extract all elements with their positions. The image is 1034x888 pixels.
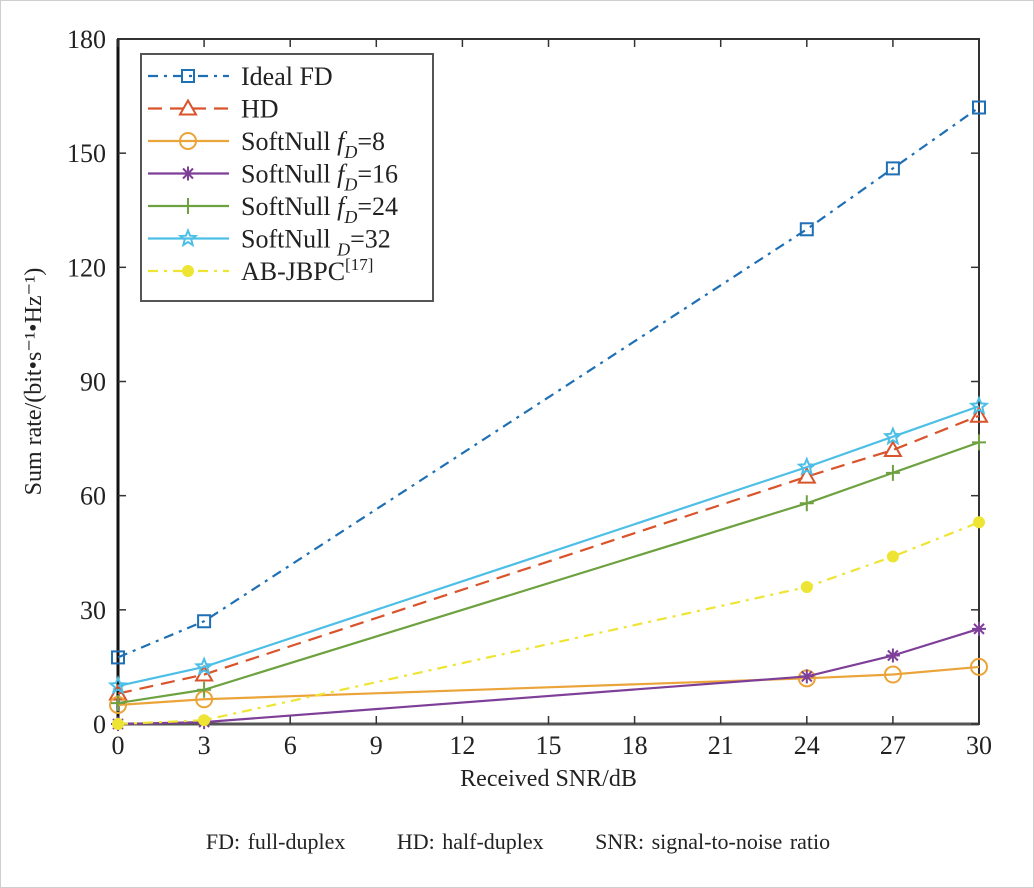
- caption-hd: HD: half-duplex: [396, 829, 544, 854]
- x-tick-label: 3: [198, 731, 211, 760]
- legend-label-base: AB-JBPC: [241, 257, 345, 286]
- line-chart: 0 3 6 9 12 15 18 21 24 27 30 0 30 60 90 120 150 180 Receiv…: [21, 25, 992, 792]
- square-marker: [885, 161, 900, 176]
- legend-label: HD: [241, 95, 279, 124]
- plus-marker: [181, 198, 195, 214]
- square-marker: [972, 100, 986, 115]
- legend-label: SoftNull fD=24: [241, 192, 398, 227]
- legend-label-f: f: [337, 127, 348, 156]
- x-tick-label: 9: [370, 731, 383, 760]
- triangle-marker: [178, 98, 198, 116]
- star-marker: [193, 656, 215, 676]
- legend-label-f: f: [337, 192, 348, 221]
- legend-label-base: Ideal FD: [241, 62, 333, 91]
- circle-marker: [970, 657, 988, 676]
- legend-label: SoftNull D=32: [241, 225, 391, 260]
- legend-label-sub: D: [343, 207, 357, 227]
- plus-marker: [111, 695, 125, 712]
- dot-marker: [973, 516, 985, 529]
- legend-label-sub: D: [343, 142, 357, 162]
- x-tick-label: 27: [880, 731, 906, 760]
- legend-label-base: SoftNull: [241, 225, 337, 254]
- x-tick-label: 24: [794, 731, 820, 760]
- legend-label-f: f: [337, 160, 348, 189]
- asterisk-marker: [799, 669, 814, 684]
- x-tick-label: 30: [966, 731, 992, 760]
- legend-label-after: =16: [357, 160, 398, 189]
- plus-marker: [885, 464, 900, 481]
- star-marker: [107, 675, 129, 695]
- legend-label: Ideal FD: [241, 62, 333, 91]
- legend-label-sub: D: [343, 175, 357, 195]
- legend-label-after: =8: [357, 127, 385, 156]
- legend-label-after: =24: [357, 192, 398, 221]
- plus-marker: [972, 434, 986, 451]
- legend-label-sup: [17]: [345, 255, 373, 274]
- x-tick-label: 6: [284, 731, 297, 760]
- square-marker: [799, 222, 814, 237]
- legend-label-base: SoftNull: [241, 127, 337, 156]
- legend-label-base: HD: [241, 95, 279, 124]
- x-tick-label: 0: [112, 731, 125, 760]
- square-marker: [181, 69, 195, 83]
- asterisk-marker: [972, 621, 986, 636]
- y-tick-label: 0: [93, 710, 106, 739]
- triangle-marker: [883, 439, 903, 457]
- star-marker: [177, 227, 199, 248]
- y-tick-label: 60: [80, 482, 106, 511]
- triangle-marker: [797, 466, 817, 484]
- star-marker: [796, 456, 817, 476]
- series-6: [112, 516, 985, 730]
- legend-label: SoftNull fD=16: [241, 160, 398, 195]
- legend-label-after: =32: [350, 225, 391, 254]
- circle-marker: [883, 665, 902, 684]
- y-tick-label: 90: [80, 368, 106, 397]
- legend-label-sub: D: [336, 240, 350, 260]
- square-marker: [111, 650, 125, 665]
- dot-marker: [198, 714, 211, 727]
- caption-fd: FD: full-duplex: [205, 829, 346, 854]
- legend-label: AB-JBPC[17]: [241, 255, 373, 286]
- x-tick-label: 18: [622, 731, 648, 760]
- series-5: [107, 395, 990, 695]
- x-axis-label: Received SNR/dB: [460, 766, 637, 792]
- plus-marker: [799, 495, 814, 512]
- series-line: [117, 106, 980, 659]
- y-tick-label: 150: [67, 139, 106, 168]
- plus-marker: [197, 681, 212, 698]
- star-marker: [968, 395, 990, 415]
- legend-label-base: SoftNull: [241, 160, 337, 189]
- y-tick-label: 120: [67, 253, 106, 282]
- x-tick-label: 12: [449, 731, 475, 760]
- caption-snr: SNR: signal-to-noise ratio: [595, 829, 831, 854]
- asterisk-marker: [885, 648, 900, 663]
- legend-label-base: SoftNull: [241, 192, 337, 221]
- x-tick-label: 21: [708, 731, 734, 760]
- series-0: [111, 100, 986, 665]
- x-tick-label: 15: [536, 731, 562, 760]
- asterisk-marker: [181, 166, 195, 181]
- star-marker: [882, 426, 904, 446]
- circle-marker: [179, 132, 197, 150]
- triangle-marker: [969, 405, 989, 423]
- legend-label: SoftNull fD=8: [241, 127, 385, 162]
- legend-box: [140, 53, 434, 302]
- dot-marker: [112, 718, 124, 730]
- square-marker: [197, 614, 212, 629]
- series-4: [111, 434, 986, 712]
- series-line: [117, 405, 980, 688]
- dot-marker: [182, 265, 194, 277]
- y-tick-label: 180: [67, 25, 106, 54]
- dot-marker: [800, 581, 813, 593]
- y-tick-label: 30: [80, 596, 106, 625]
- y-axis-label: Sum rate/(bit•s⁻¹•Hz⁻¹): [21, 268, 47, 496]
- caption: FD: full-duplex HD: half-duplex SNR: sig…: [1, 829, 1034, 855]
- dot-marker: [886, 550, 899, 563]
- series-line: [117, 414, 980, 695]
